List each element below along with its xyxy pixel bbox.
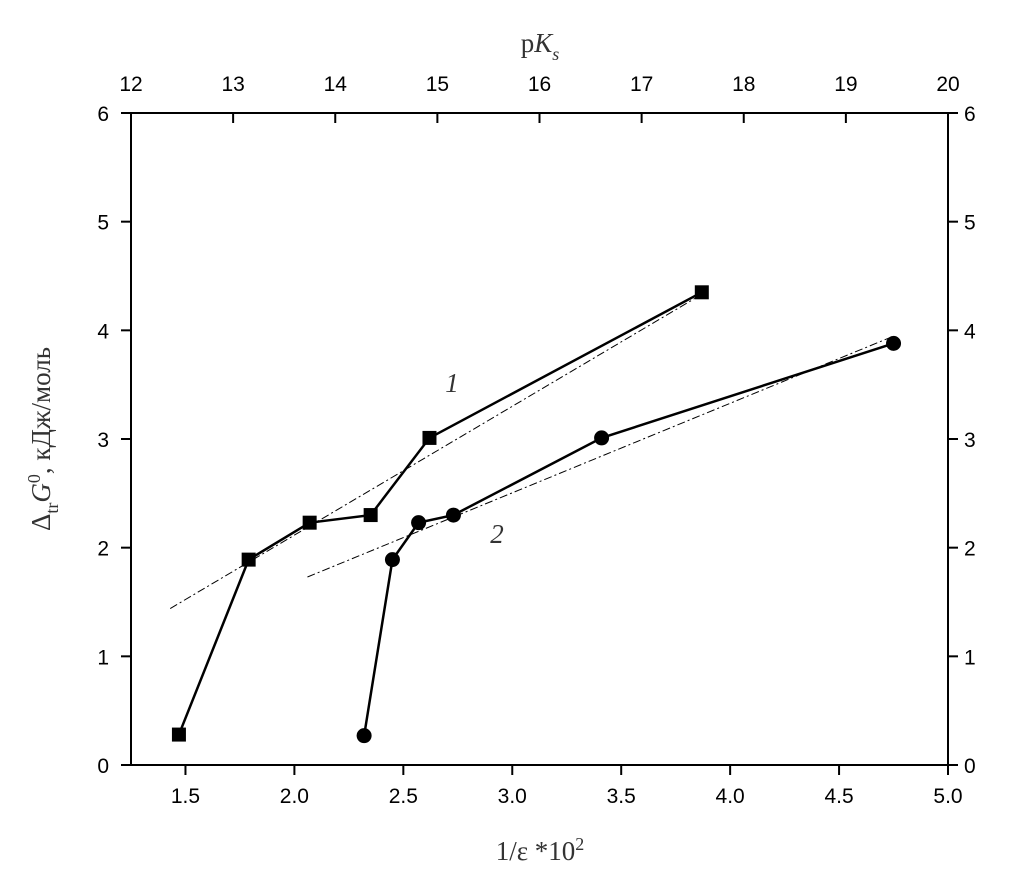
y2-tick-label: 0 <box>964 755 976 778</box>
x2-tick-label: 14 <box>324 73 348 96</box>
series-line <box>177 291 703 736</box>
y-tick-label: 1 <box>97 646 109 669</box>
y2-tick-label: 5 <box>964 212 976 235</box>
plot-frame <box>130 112 949 766</box>
y2-tick-label: 3 <box>964 429 976 452</box>
y-axis-title: ΔtrG0, кДж/моль <box>24 347 62 531</box>
y-tick-label: 5 <box>97 212 109 235</box>
x2-tick-label: 16 <box>528 73 551 96</box>
y2-tick-label: 4 <box>964 320 976 343</box>
marker <box>445 507 461 523</box>
x2-tick-label: 20 <box>936 73 959 96</box>
x2-tick-label: 18 <box>732 73 755 96</box>
marker <box>422 430 437 445</box>
series-label: 1 <box>445 368 459 398</box>
marker <box>302 515 317 530</box>
x-tick-label: 1.5 <box>171 785 200 808</box>
fit-line <box>307 337 890 578</box>
y-tick-label: 3 <box>97 429 109 452</box>
series-label: 2 <box>490 519 504 549</box>
y-tick-label: 0 <box>97 755 109 778</box>
y-tick-label: 2 <box>97 538 109 561</box>
y2-tick-label: 1 <box>964 646 976 669</box>
x2-tick-label: 19 <box>834 73 857 96</box>
marker <box>363 508 378 523</box>
marker <box>694 285 709 300</box>
marker <box>886 335 902 351</box>
marker <box>594 430 610 446</box>
marker <box>384 552 400 568</box>
y-tick-label: 4 <box>97 320 109 343</box>
marker <box>171 727 186 742</box>
marker <box>241 552 256 567</box>
fit-line <box>169 295 700 609</box>
x-tick-label: 2.5 <box>389 785 418 808</box>
x2-tick-label: 15 <box>426 73 449 96</box>
marker <box>356 728 372 744</box>
x2-axis-title: pKs <box>521 28 560 64</box>
x2-tick-label: 13 <box>221 73 244 96</box>
x-tick-label: 5.0 <box>933 785 962 808</box>
y2-tick-label: 6 <box>964 103 976 126</box>
x2-tick-label: 12 <box>119 73 142 96</box>
x-tick-label: 4.5 <box>824 785 853 808</box>
x-tick-label: 3.0 <box>498 785 527 808</box>
x-axis-title: 1/ε *102 <box>496 834 585 866</box>
x-tick-label: 2.0 <box>280 785 309 808</box>
y2-tick-label: 2 <box>964 538 976 561</box>
x-tick-label: 3.5 <box>607 785 636 808</box>
x2-tick-label: 17 <box>630 73 653 96</box>
marker <box>411 515 427 531</box>
series-line <box>362 342 894 736</box>
y-tick-label: 6 <box>97 103 109 126</box>
x-tick-label: 4.0 <box>716 785 745 808</box>
